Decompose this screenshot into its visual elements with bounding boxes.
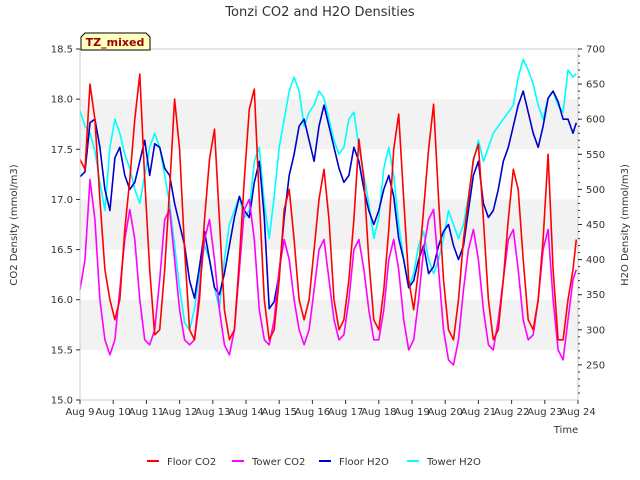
x-tick-label: Aug 13 (195, 407, 230, 418)
y-right-tick-label: 600 (586, 115, 605, 126)
legend-label: Tower H2O (426, 457, 481, 468)
grid-band (80, 149, 578, 200)
series-line-tower-co2 (79, 178, 578, 366)
x-tick-label: Aug 19 (394, 407, 429, 418)
y-right-tick-label: 300 (586, 325, 605, 336)
series-line-floor-co2 (79, 73, 578, 341)
series-line-floor-h2o (79, 90, 578, 310)
y-right-tick-label: 450 (586, 220, 605, 231)
y-right-tick-label: 350 (586, 290, 605, 301)
legend-label: Floor CO2 (167, 457, 216, 468)
x-tick-label: Aug 15 (261, 407, 296, 418)
y-left-tick-label: 17.0 (51, 195, 73, 206)
y-left-tick-label: 15.5 (51, 345, 73, 356)
x-tick-label: Aug 24 (560, 407, 595, 418)
x-tick-label: Aug 14 (228, 407, 263, 418)
y-left-tick-label: 15.0 (51, 396, 73, 407)
y-right-tick-label: 250 (586, 360, 605, 371)
y-left-tick-label: 16.5 (51, 245, 73, 256)
site-label: TZ_mixed (86, 36, 145, 49)
x-tick-label: Aug 9 (65, 407, 94, 418)
y-right-tick-label: 550 (586, 150, 605, 161)
site-label-badge: TZ_mixed (80, 32, 151, 51)
x-tick-label: Aug 12 (162, 407, 197, 418)
y-right-tick-label: 400 (586, 255, 605, 266)
series-line-tower-h2o (79, 58, 577, 331)
x-tick-label: Aug 17 (328, 407, 363, 418)
y-axis-left-label: CO2 Density (mmol/m3) (9, 164, 20, 285)
x-tick-label: Aug 16 (295, 407, 330, 418)
y-axis-right: 250 300 350 400 450 500 550 600 650 700 (578, 45, 605, 394)
x-axis-label: Time (553, 425, 578, 436)
series-layer (79, 58, 578, 366)
y-axis-left: 15.0 15.5 16.0 16.5 17.0 17.5 18.0 18.5 (51, 45, 80, 407)
x-tick-label: Aug 20 (427, 407, 462, 418)
x-tick-label: Aug 21 (461, 407, 496, 418)
y-left-tick-label: 17.5 (51, 145, 73, 156)
y-left-tick-label: 18.5 (51, 45, 73, 56)
x-tick-label: Aug 10 (95, 407, 130, 418)
legend-label: Tower CO2 (251, 457, 305, 468)
grid-band (80, 49, 578, 100)
y-left-tick-label: 18.0 (51, 95, 73, 106)
legend-label: Floor H2O (339, 457, 389, 468)
y-right-tick-label: 700 (586, 45, 605, 56)
x-tick-label: Aug 22 (494, 407, 529, 418)
legend: Floor CO2 Tower CO2 Floor H2O Tower H2O (147, 457, 481, 468)
y-right-tick-label: 500 (586, 185, 605, 196)
x-tick-label: Aug 23 (527, 407, 562, 418)
y-right-tick-label: 650 (586, 80, 605, 91)
x-tick-label: Aug 18 (361, 407, 396, 418)
x-tick-label: Aug 11 (129, 407, 164, 418)
chart-title: Tonzi CO2 and H2O Densities (224, 5, 415, 20)
y-axis-right-label: H2O Density (mmol/m3) (620, 164, 631, 286)
grid-band (80, 349, 578, 400)
y-left-tick-label: 16.0 (51, 295, 73, 306)
